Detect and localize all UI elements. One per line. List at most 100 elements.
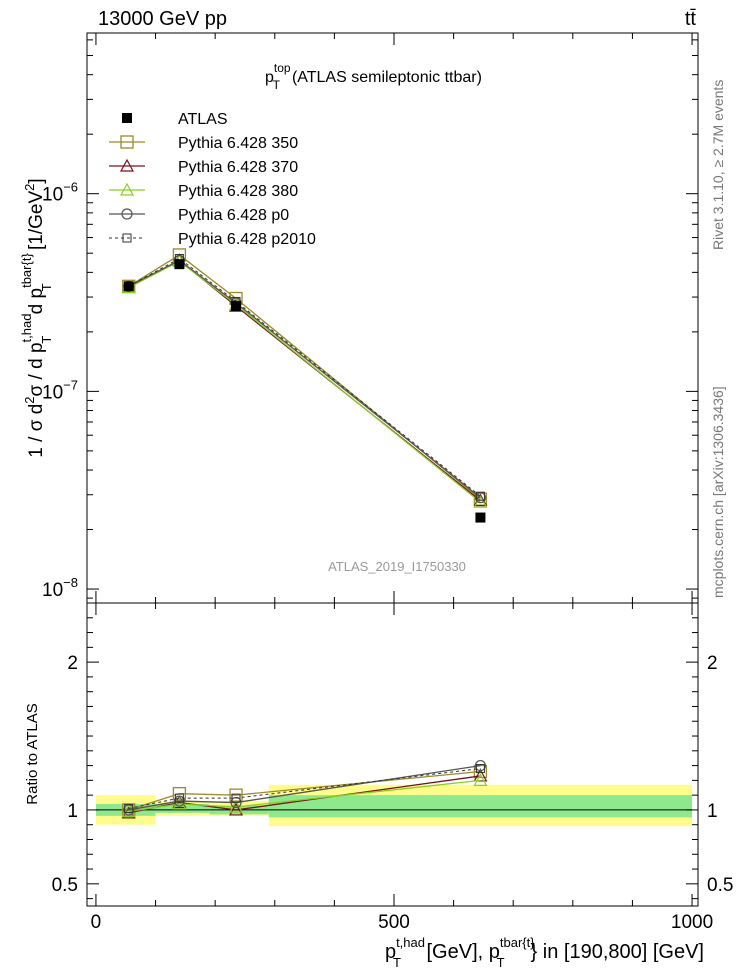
- ratio-y-tick-label: 1: [67, 801, 78, 822]
- ratio-point-p2010: [231, 793, 241, 803]
- ratio-point-p350: [172, 787, 187, 801]
- legend-marker-atlas: [122, 113, 132, 123]
- rivet-version-label: Rivet 3.1.10, ≥ 2.7M events: [710, 80, 726, 250]
- ylabel-part: 2: [22, 184, 37, 191]
- ratio-point-p380: [121, 804, 136, 818]
- plot-title-rest: (ATLAS semileptonic ttbar): [292, 69, 482, 86]
- legend-marker-p370: [119, 158, 135, 172]
- legend-marker-p380-shape: [119, 182, 135, 196]
- main-point-atlas-shape: [174, 259, 185, 270]
- ratio-line-p0: [128, 764, 481, 811]
- ratio-point-p370-shape: [229, 802, 244, 816]
- ratio-y-axis-label: Ratio to ATLAS: [24, 703, 41, 804]
- ratio-point-p2010-shape: [174, 793, 184, 803]
- main-y-tick-label: 10−7: [42, 377, 78, 403]
- main-data-series: [121, 248, 488, 523]
- main-point-p2010: [475, 491, 485, 501]
- ratio-point-p380: [172, 796, 187, 810]
- main-point-atlas: [174, 259, 185, 270]
- ratio-data-series: [121, 759, 488, 819]
- main-y-axis-label: 1 / σ d2σ / d pt,had T d ptbar{t} T [1/GeV…: [19, 178, 54, 457]
- main-point-atlas-shape: [231, 301, 242, 312]
- ratio-point-p0-shape: [230, 796, 242, 809]
- ratio-point-p370: [229, 802, 244, 816]
- ratio-point-p2010: [174, 793, 184, 803]
- ylabel-part: d p: [26, 288, 47, 320]
- plot-title-sub: T: [273, 78, 281, 92]
- ylabel-part: t,had: [19, 314, 34, 343]
- ratio-line-p380: [128, 779, 481, 813]
- x-tick-label: 0: [91, 912, 102, 933]
- ratio-point-p380-shape: [473, 773, 488, 786]
- main-line-p370: [128, 259, 481, 502]
- ratio-axis-ticks: 2 2 1 1 0.5 0.5 0 500 1000: [52, 603, 733, 933]
- ylabel-part: T: [39, 336, 54, 344]
- tick-exponent: −6: [63, 180, 78, 195]
- tick-exponent: −8: [63, 575, 78, 590]
- ratio-point-p350-shape: [172, 787, 187, 801]
- main-line-p380: [128, 260, 481, 503]
- ylabel-part: 1 / σ d: [26, 404, 47, 458]
- ratio-y-tick-label: 0.5: [52, 875, 78, 896]
- legend-marker-p2010-shape: [122, 233, 132, 243]
- ratio-point-p0-shape: [474, 759, 487, 772]
- legend-marker-p2010: [122, 233, 132, 243]
- main-point-atlas: [475, 512, 486, 523]
- ratio-point-p380-shape: [121, 804, 136, 818]
- tick-base: 10: [42, 580, 63, 601]
- legend-marker-p0: [121, 208, 133, 220]
- ratio-point-p2010-shape: [475, 764, 485, 774]
- ratio-point-p0: [474, 759, 487, 772]
- ratio-point-p350: [473, 764, 488, 779]
- legend-marker-p370-shape: [119, 158, 135, 172]
- ratio-y-tick-label-right: 2: [707, 653, 718, 674]
- ratio-point-p2010: [475, 764, 485, 774]
- tick-base: 10: [42, 382, 63, 403]
- ratio-plot-frame: [86, 602, 699, 907]
- ratio-point-p0-shape: [173, 795, 185, 807]
- legend-label-p380: Pythia 6.428 380: [178, 183, 298, 200]
- x-axis-label: pt,had T [GeV], ptbar{t} T} in [190,800] […: [385, 935, 704, 970]
- analysis-watermark: ATLAS_2019_I1750330: [328, 559, 466, 574]
- xlabel-part: T: [393, 955, 401, 970]
- ratio-y-tick-label-right: 1: [707, 801, 718, 822]
- legend-label-atlas: ATLAS: [178, 111, 228, 128]
- tick-exponent: −7: [63, 377, 78, 392]
- legend-label-p350: Pythia 6.428 350: [178, 135, 298, 152]
- legend-marker-p350: [120, 135, 134, 149]
- x-tick-label: 500: [378, 912, 410, 933]
- tick-base: 10: [42, 185, 63, 206]
- legend-marker-p350-shape: [120, 135, 134, 149]
- xlabel-part: T: [497, 955, 505, 970]
- xlabel-part: [GeV], p: [421, 941, 500, 963]
- ratio-band-stat: [268, 795, 693, 818]
- plot-title-sup: top: [274, 61, 291, 75]
- legend-marker-p0-shape: [121, 208, 133, 220]
- x-tick-label: 1000: [671, 912, 713, 933]
- main-line-p350: [128, 254, 481, 500]
- ratio-line-p2010: [128, 768, 481, 809]
- xlabel-part: t,had: [396, 935, 425, 950]
- main-point-atlas: [231, 301, 242, 312]
- main-y-tick-label: 10−6: [42, 180, 78, 206]
- main-y-tick-label: 10−8: [42, 575, 78, 601]
- xlabel-part: tbar{t}: [500, 935, 535, 950]
- ylabel-part: 2: [22, 396, 37, 403]
- legend-label-p2010: Pythia 6.428 p2010: [178, 231, 316, 248]
- legend-label-p370: Pythia 6.428 370: [178, 159, 298, 176]
- main-line-p0: [128, 259, 481, 499]
- ylabel-part: [1/GeV: [26, 191, 47, 256]
- main-point-p2010-shape: [475, 491, 485, 501]
- ratio-y-tick-label-right: 0.5: [707, 875, 733, 896]
- ratio-point-p0: [230, 796, 242, 809]
- ylabel-part: tbar{t}: [19, 253, 34, 288]
- ylabel-part: σ / d p: [26, 342, 47, 396]
- xlabel-part: } in [190,800] [GeV]: [531, 941, 704, 963]
- legend: ATLAS Pythia 6.428 350 Pythia 6.428 370 Pyt…: [109, 111, 316, 248]
- legend-label-p0: Pythia 6.428 p0: [178, 207, 289, 224]
- main-point-atlas: [123, 281, 134, 292]
- main-point-atlas-shape: [475, 512, 486, 523]
- ratio-point-p380-shape: [172, 796, 187, 810]
- main-line-p2010: [128, 257, 481, 497]
- ratio-point-p2010-shape: [124, 803, 134, 813]
